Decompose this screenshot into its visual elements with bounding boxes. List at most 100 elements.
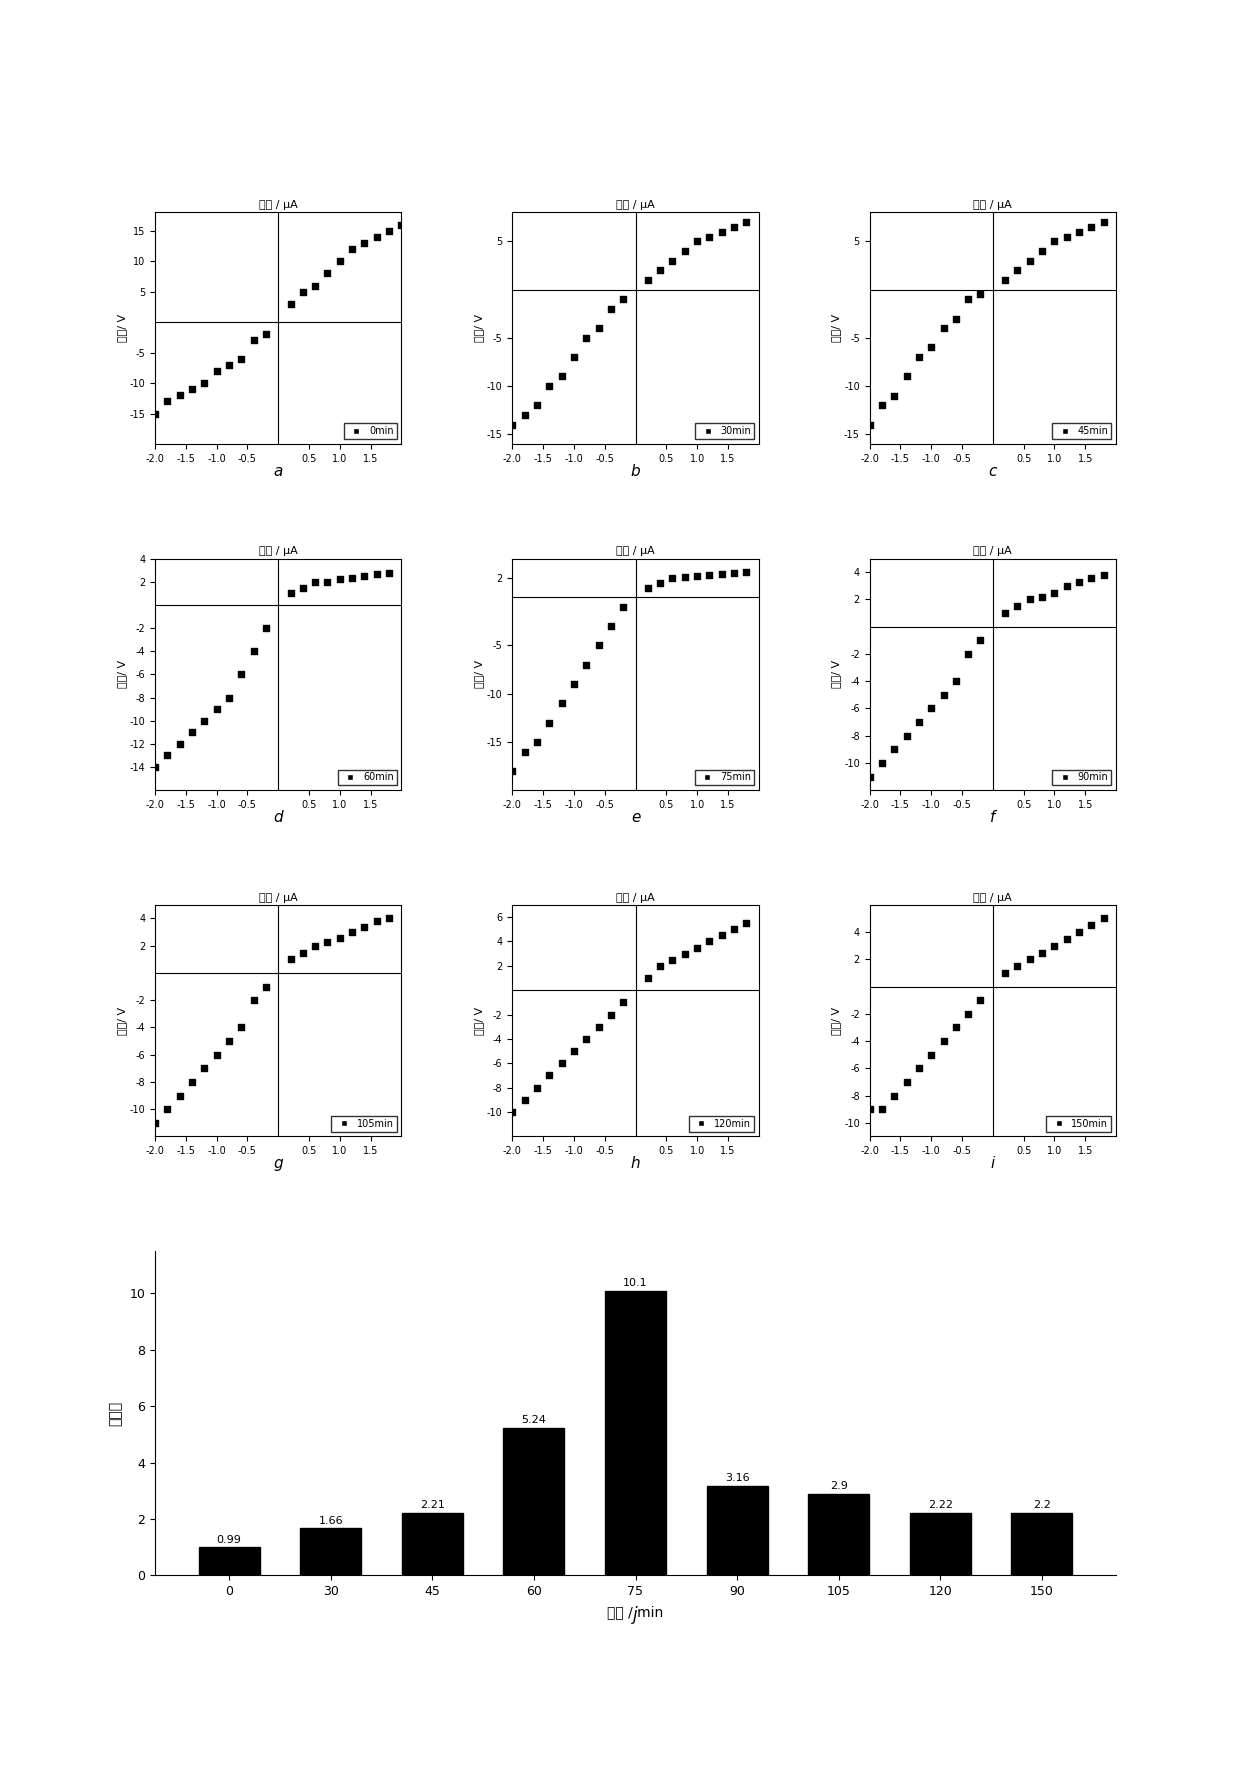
Point [1069, 919, 1089, 947]
Point [699, 223, 719, 251]
Point [219, 683, 239, 712]
Point [392, 211, 412, 239]
Point [232, 660, 252, 689]
Point [637, 965, 657, 993]
Point [872, 391, 892, 419]
Point [182, 375, 202, 404]
Point [712, 920, 732, 949]
Point [367, 906, 387, 935]
Point [712, 218, 732, 246]
Point [946, 304, 966, 333]
Y-axis label: 整流率: 整流率 [108, 1400, 123, 1427]
Point [996, 266, 1016, 294]
Legend: 60min: 60min [337, 770, 397, 786]
Point [280, 290, 300, 319]
Point [293, 573, 312, 602]
Point [614, 285, 634, 313]
Point [305, 271, 325, 299]
Point [552, 689, 572, 717]
Y-axis label: 电压/ V: 电压/ V [117, 660, 126, 689]
Point [317, 258, 337, 287]
Point [170, 729, 190, 758]
Point [1008, 593, 1028, 621]
Point [564, 343, 584, 372]
Text: 10.1: 10.1 [624, 1278, 647, 1289]
Point [897, 722, 916, 750]
Point [859, 411, 879, 439]
Text: 2.2: 2.2 [1033, 1501, 1050, 1510]
Point [971, 627, 991, 655]
Point [195, 368, 215, 396]
Bar [910, 1513, 971, 1575]
Text: h: h [631, 1156, 640, 1172]
Point [1032, 938, 1052, 966]
Point [157, 388, 177, 416]
Point [1069, 568, 1089, 596]
Bar [402, 1513, 463, 1575]
Point [317, 927, 337, 956]
Point [564, 669, 584, 697]
Point [170, 381, 190, 409]
Point [959, 285, 978, 313]
Point [601, 296, 621, 324]
Point [724, 559, 744, 588]
Y-axis label: 电压/ V: 电压/ V [474, 660, 484, 689]
Point [614, 593, 634, 621]
Bar [1012, 1513, 1073, 1575]
Point [737, 207, 756, 235]
Point [207, 1041, 227, 1069]
Point [367, 223, 387, 251]
Point [650, 257, 670, 285]
Point [243, 637, 263, 666]
Point [589, 313, 609, 342]
Point [195, 706, 215, 735]
Text: b: b [631, 464, 640, 480]
Point [675, 563, 694, 591]
Point [675, 237, 694, 266]
Text: 1.66: 1.66 [319, 1515, 343, 1526]
X-axis label: 电流 / μA: 电流 / μA [973, 200, 1012, 211]
Point [293, 938, 312, 966]
Point [662, 565, 682, 593]
X-axis label: 电流 / μA: 电流 / μA [616, 547, 655, 556]
Point [577, 651, 596, 680]
Point [872, 749, 892, 777]
Text: 0.99: 0.99 [217, 1535, 242, 1545]
Point [379, 216, 399, 244]
Point [195, 1055, 215, 1083]
Point [502, 411, 522, 439]
Y-axis label: 电压/ V: 电压/ V [831, 1007, 841, 1035]
Point [1044, 227, 1064, 255]
Point [1081, 563, 1101, 591]
Point [699, 561, 719, 589]
Text: 5.24: 5.24 [522, 1414, 547, 1425]
Point [255, 320, 275, 349]
Point [1094, 561, 1114, 589]
Point [909, 708, 929, 736]
Point [564, 1037, 584, 1066]
Point [1008, 952, 1028, 981]
Point [305, 568, 325, 596]
Point [946, 667, 966, 696]
Point [687, 227, 707, 255]
Legend: 0min: 0min [343, 423, 397, 439]
Point [145, 752, 165, 781]
Point [232, 1012, 252, 1041]
Point [859, 763, 879, 791]
Point [219, 350, 239, 379]
Point [280, 945, 300, 974]
Y-axis label: 电压/ V: 电压/ V [117, 313, 126, 342]
Point [675, 940, 694, 968]
Point [872, 1096, 892, 1124]
Text: c: c [988, 464, 997, 480]
Point [637, 266, 657, 294]
Point [934, 313, 954, 342]
Point [1094, 904, 1114, 933]
Legend: 30min: 30min [694, 423, 754, 439]
Bar [707, 1487, 768, 1575]
Point [379, 558, 399, 586]
Point [552, 1050, 572, 1078]
Point [921, 1041, 941, 1069]
Text: f: f [990, 811, 996, 825]
Text: 2.21: 2.21 [420, 1501, 445, 1510]
